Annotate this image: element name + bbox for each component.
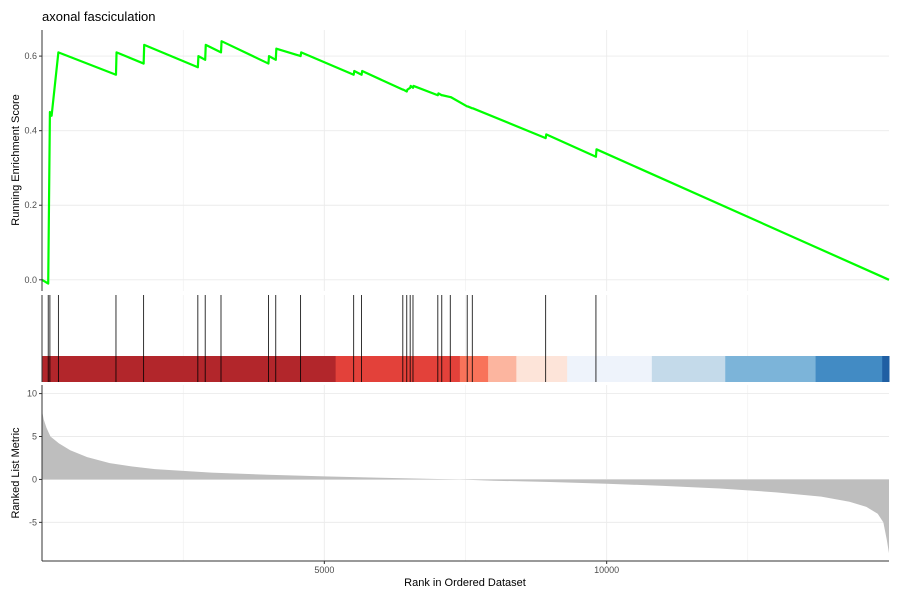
y-tick-label: 5 bbox=[32, 432, 37, 442]
bottom-panel-y-ticks: -5 0 5 10 bbox=[27, 389, 42, 527]
y-tick-label: 0 bbox=[32, 474, 37, 484]
ranked-metric-panel: -5 0 5 10 5000 10000 Ranked List Metric Rank… bbox=[10, 385, 889, 589]
y-tick-label: 0.4 bbox=[24, 126, 37, 136]
x-tick-label: 5000 bbox=[314, 565, 334, 575]
x-axis-title: Rank in Ordered Dataset bbox=[404, 577, 526, 589]
rank-color-band bbox=[567, 356, 653, 382]
running-enrichment-score-line bbox=[41, 40, 890, 285]
rank-color-band bbox=[725, 356, 817, 382]
bottom-panel-y-axis-title: Ranked List Metric bbox=[10, 427, 22, 519]
top-panel-y-ticks: 0.0 0.2 0.4 0.6 bbox=[24, 51, 42, 285]
y-tick-label: 0.6 bbox=[24, 51, 37, 61]
top-panel-y-axis-title: Running Enrichment Score bbox=[10, 94, 22, 225]
rank-color-band bbox=[488, 356, 517, 382]
y-tick-label: -5 bbox=[29, 517, 37, 527]
rank-color-band bbox=[459, 356, 489, 382]
gene-hit-marks bbox=[47, 295, 597, 382]
hit-panel-gridlines bbox=[182, 295, 749, 356]
rank-color-band bbox=[335, 356, 461, 382]
rank-color-band bbox=[815, 356, 883, 382]
rank-color-bar bbox=[42, 356, 890, 382]
rank-color-band bbox=[651, 356, 726, 382]
top-panel-gridlines bbox=[42, 30, 889, 291]
y-tick-label: 0.0 bbox=[24, 275, 37, 285]
ranked-list-metric-area bbox=[42, 410, 889, 554]
rank-color-band bbox=[516, 356, 568, 382]
rank-color-band bbox=[42, 356, 337, 382]
x-axis-ticks: 5000 10000 bbox=[314, 561, 619, 575]
rank-color-band bbox=[882, 356, 890, 382]
running-score-panel: 0.0 0.2 0.4 0.6 Running Enrichment Score bbox=[10, 30, 890, 291]
y-tick-label: 0.2 bbox=[24, 200, 37, 210]
y-tick-label: 10 bbox=[27, 389, 37, 399]
plot-title: axonal fasciculation bbox=[42, 9, 155, 24]
gene-hit-panel bbox=[41, 295, 890, 382]
x-tick-label: 10000 bbox=[594, 565, 619, 575]
